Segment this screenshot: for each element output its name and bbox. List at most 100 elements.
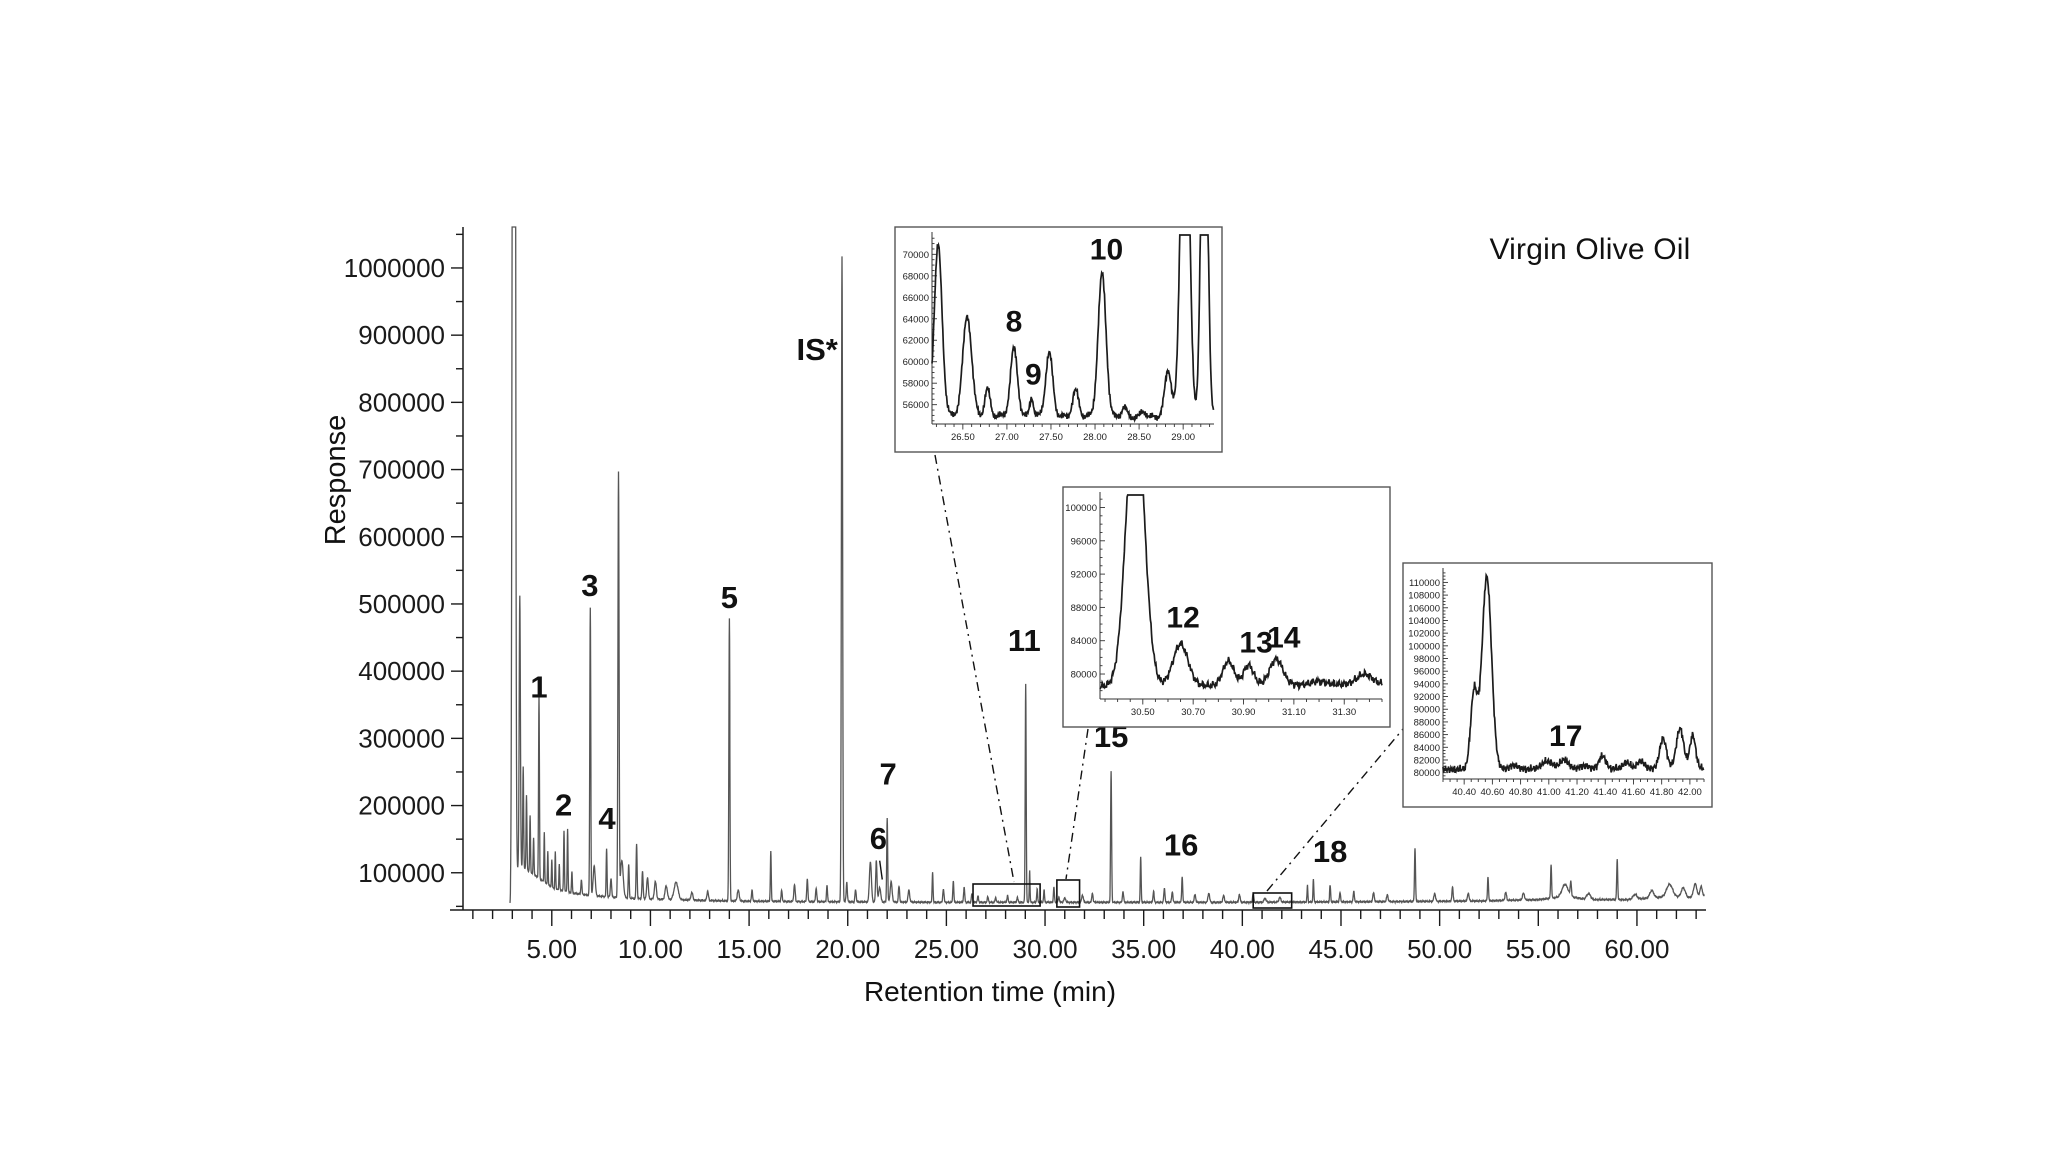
inset-2-ticks bbox=[1100, 498, 1383, 705]
inset-3-y-tick-label: 90000 bbox=[1414, 705, 1440, 716]
inset-2-y-tick-label: 92000 bbox=[1071, 570, 1097, 581]
y-tick-label: 300000 bbox=[358, 723, 445, 753]
inset-3-y-tick-label: 96000 bbox=[1414, 667, 1440, 678]
zoom-source-box-2 bbox=[1056, 879, 1081, 908]
inset-3-x-tick-label: 41.60 bbox=[1622, 787, 1646, 798]
inset-3-x-tick-label: 41.00 bbox=[1537, 787, 1561, 798]
inset-2-x-tick-label: 31.10 bbox=[1282, 707, 1306, 718]
inset-1-frame bbox=[894, 226, 1223, 453]
inset-2: 80000 84000 88000 92000 96000 100000 30.50 30.7… bbox=[1062, 486, 1391, 728]
inset-1-tick-labels: 56000 58000 60000 62000 64000 66000 68000 70000… bbox=[903, 250, 1195, 443]
x-tick-label: 30.00 bbox=[1013, 934, 1078, 964]
inset-3-y-tick-label: 88000 bbox=[1414, 717, 1440, 728]
y-tick-label: 900000 bbox=[358, 320, 445, 350]
inset-1-peak-labels: 89 10 bbox=[1006, 234, 1124, 392]
inset-3-y-tick-label: 102000 bbox=[1408, 629, 1440, 640]
inset-1-y-tick-label: 60000 bbox=[903, 357, 929, 368]
inset-1-y-tick-label: 68000 bbox=[903, 271, 929, 282]
inset-2-x-tick-label: 30.50 bbox=[1131, 707, 1155, 718]
inset-3-x-tick-label: 41.40 bbox=[1593, 787, 1617, 798]
y-tick-label: 800000 bbox=[358, 387, 445, 417]
inset-1-axes bbox=[931, 232, 1214, 425]
peak-label-13: 13 bbox=[1239, 626, 1272, 659]
main-tick-labels: 100000 200000 300000 400000 500000 600000 7000… bbox=[344, 253, 1670, 964]
x-tick-label: 55.00 bbox=[1506, 934, 1571, 964]
y-axis-title: Response bbox=[320, 414, 352, 546]
inset-3-x-tick-label: 40.60 bbox=[1480, 787, 1504, 798]
inset-2-axes bbox=[1099, 492, 1382, 700]
main-ticks bbox=[451, 233, 1697, 926]
inset-1-y-tick-label: 66000 bbox=[903, 293, 929, 304]
inset-2-trace bbox=[1099, 494, 1383, 692]
inset-2-tick-labels: 80000 84000 88000 92000 96000 100000 30.50 30.7… bbox=[1065, 503, 1356, 718]
x-tick-label: 10.00 bbox=[618, 934, 683, 964]
sample-title: Virgin Olive Oil bbox=[1489, 233, 1691, 266]
y-tick-label: 200000 bbox=[358, 791, 445, 821]
x-tick-label: 5.00 bbox=[526, 934, 577, 964]
x-tick-label: 60.00 bbox=[1604, 934, 1669, 964]
inset-1-x-tick-label: 27.00 bbox=[995, 432, 1019, 443]
peak-label-ISstar: IS* bbox=[796, 332, 838, 367]
y-tick-label: 700000 bbox=[358, 455, 445, 485]
y-tick-label: 400000 bbox=[358, 656, 445, 686]
inset-2-y-tick-label: 80000 bbox=[1071, 670, 1097, 681]
main-trace bbox=[509, 226, 1705, 906]
peak-label-leader-1 bbox=[879, 860, 883, 880]
inset-3-x-tick-label: 40.80 bbox=[1509, 787, 1533, 798]
inset-2-y-tick-label: 100000 bbox=[1065, 503, 1097, 514]
inset-3-ticks bbox=[1442, 572, 1705, 785]
x-tick-label: 35.00 bbox=[1111, 934, 1176, 964]
y-tick-label: 100000 bbox=[358, 858, 445, 888]
x-tick-label: 25.00 bbox=[914, 934, 979, 964]
inset-connector-1 bbox=[934, 454, 1015, 883]
peak-label-18: 18 bbox=[1313, 834, 1347, 869]
peak-label-7: 7 bbox=[880, 757, 897, 792]
inset-3-y-tick-label: 100000 bbox=[1408, 641, 1440, 652]
inset-2-y-tick-label: 96000 bbox=[1071, 536, 1097, 547]
inset-3-x-tick-label: 41.20 bbox=[1565, 787, 1589, 798]
inset-2-y-tick-label: 84000 bbox=[1071, 636, 1097, 647]
inset-1-y-tick-label: 62000 bbox=[903, 336, 929, 347]
inset-3-x-tick-label: 42.00 bbox=[1678, 787, 1702, 798]
inset-1-x-tick-label: 28.00 bbox=[1083, 432, 1107, 443]
x-tick-label: 45.00 bbox=[1308, 934, 1373, 964]
inset-1-x-tick-label: 27.50 bbox=[1039, 432, 1063, 443]
inset-3-x-tick-label: 40.40 bbox=[1452, 787, 1476, 798]
x-tick-label: 20.00 bbox=[815, 934, 880, 964]
inset-3-y-tick-label: 80000 bbox=[1414, 768, 1440, 779]
inset-1-x-tick-label: 28.50 bbox=[1127, 432, 1151, 443]
x-tick-label: 50.00 bbox=[1407, 934, 1472, 964]
x-tick-label: 15.00 bbox=[717, 934, 782, 964]
inset-3-y-tick-label: 98000 bbox=[1414, 654, 1440, 665]
y-tick-label: 600000 bbox=[358, 522, 445, 552]
inset-1-x-tick-label: 26.50 bbox=[951, 432, 975, 443]
zoom-source-box-3 bbox=[1252, 892, 1293, 909]
inset-3-trace bbox=[1442, 572, 1705, 774]
inset-3-peak-labels: 17 bbox=[1549, 720, 1582, 753]
peak-label-10: 10 bbox=[1090, 234, 1123, 267]
peak-label-14: 14 bbox=[1267, 621, 1301, 654]
y-tick-label: 1000000 bbox=[344, 253, 445, 283]
peak-label-12: 12 bbox=[1166, 601, 1199, 634]
inset-1-ticks bbox=[932, 237, 1211, 430]
inset-3-y-tick-label: 86000 bbox=[1414, 730, 1440, 741]
inset-connector-2 bbox=[1065, 728, 1089, 880]
x-axis-title: Retention time (min) bbox=[863, 976, 1117, 1007]
inset-2-x-tick-label: 30.90 bbox=[1232, 707, 1256, 718]
x-tick-label: 40.00 bbox=[1210, 934, 1275, 964]
inset-3-y-tick-label: 92000 bbox=[1414, 692, 1440, 703]
peak-label-1: 1 bbox=[530, 669, 547, 704]
inset-1-y-tick-label: 58000 bbox=[903, 379, 929, 390]
inset-3-y-tick-label: 104000 bbox=[1408, 616, 1440, 627]
inset-connector-3 bbox=[1266, 728, 1404, 892]
main-axes bbox=[450, 227, 1706, 911]
inset-1-y-tick-label: 56000 bbox=[903, 400, 929, 411]
peak-label-5: 5 bbox=[721, 580, 738, 615]
inset-3-y-tick-label: 82000 bbox=[1414, 755, 1440, 766]
